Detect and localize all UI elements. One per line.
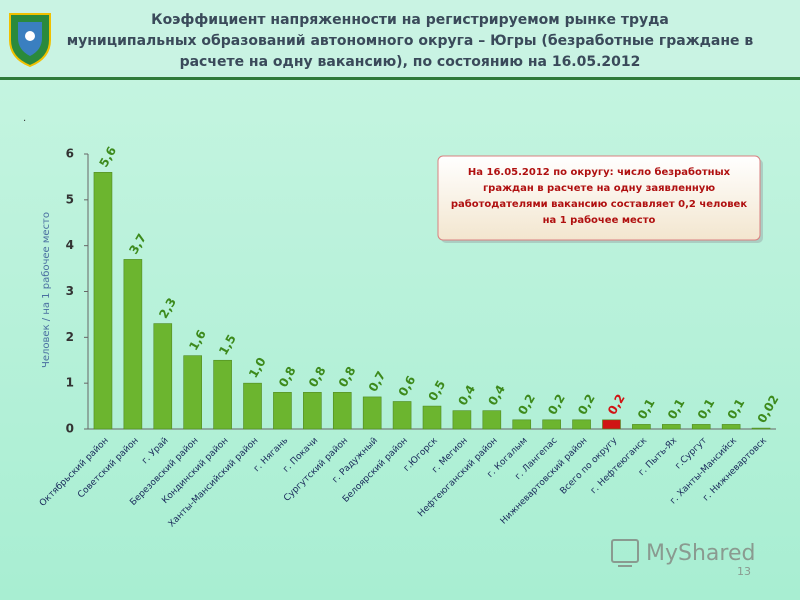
annotation-line: граждан в расчете на одну заявленную	[483, 183, 715, 194]
bar	[452, 410, 472, 430]
bar	[542, 419, 561, 430]
dot: .	[23, 113, 26, 124]
bar	[362, 396, 382, 430]
bar	[153, 323, 173, 430]
bar	[183, 355, 202, 430]
title: Коэффициент напряженности на регистрируе…	[67, 12, 754, 70]
bar	[691, 424, 711, 430]
bar	[662, 424, 681, 430]
annotation: На 16.05.2012 по округу: число безработн…	[451, 166, 747, 226]
page-number: 13	[737, 565, 751, 578]
bar	[721, 424, 741, 430]
bar	[123, 259, 143, 430]
y-tick-label: 0	[66, 422, 74, 436]
bar	[213, 359, 232, 430]
bar	[512, 419, 532, 430]
annotation-box	[437, 155, 763, 243]
bar	[93, 172, 113, 430]
y-tick-label: 1	[66, 376, 74, 390]
annotation-line: работодателями вакансию составляет 0,2 ч…	[451, 198, 747, 210]
bar	[273, 392, 292, 430]
y-tick-label: 4	[66, 238, 74, 252]
y-tick-label: 2	[66, 330, 74, 344]
y-tick-label: 6	[66, 147, 74, 161]
bar	[243, 382, 262, 430]
header-rule	[0, 77, 800, 80]
annotation-line: на 1 рабочее место	[543, 214, 656, 226]
bar	[482, 410, 502, 430]
bar	[303, 392, 322, 430]
bar	[422, 405, 442, 430]
y-tick-label: 3	[66, 284, 74, 298]
title-line: расчете на одну вакансию), по состоянию …	[180, 54, 641, 70]
y-axis-label: Человек / на 1 рабочее место	[41, 212, 52, 368]
bar	[392, 401, 412, 430]
title-line: муниципальных образований автономного ок…	[67, 33, 754, 49]
logo	[9, 13, 51, 68]
title-line: Коэффициент напряженности на регистрируе…	[151, 12, 669, 28]
y-tick-label: 5	[66, 192, 74, 206]
bar	[602, 419, 621, 430]
bar	[751, 427, 771, 430]
annotation-line: На 16.05.2012 по округу: число безработн…	[468, 166, 731, 178]
watermark: MyShared	[646, 541, 755, 566]
bar	[632, 424, 651, 430]
watermark-icon	[611, 539, 639, 567]
bar	[332, 392, 352, 430]
header-band	[0, 0, 800, 78]
bar	[572, 419, 591, 430]
